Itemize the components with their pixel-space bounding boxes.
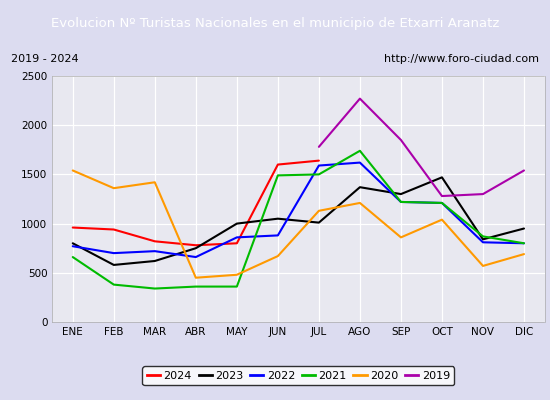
Text: http://www.foro-ciudad.com: http://www.foro-ciudad.com	[384, 54, 539, 64]
Text: 2019 - 2024: 2019 - 2024	[11, 54, 79, 64]
Legend: 2024, 2023, 2022, 2021, 2020, 2019: 2024, 2023, 2022, 2021, 2020, 2019	[142, 366, 454, 385]
Text: Evolucion Nº Turistas Nacionales en el municipio de Etxarri Aranatz: Evolucion Nº Turistas Nacionales en el m…	[51, 16, 499, 30]
